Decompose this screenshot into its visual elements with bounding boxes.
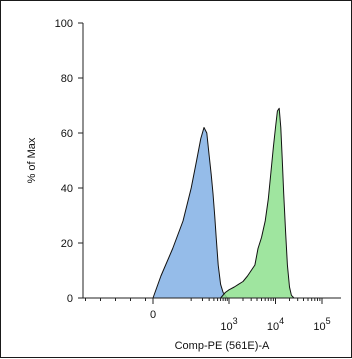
x-tick-label-10000: 104 [267,316,284,333]
y-tick-label-80: 80 [61,73,73,85]
series-1-area [152,127,230,299]
y-axis-title: % of Max [26,137,38,183]
x-axis-title: Comp-PE (561E)-A [175,340,270,352]
x-tick-label-0: 0 [150,309,156,321]
x-tick-label-100000: 105 [313,316,330,333]
ticks-layer: 0 20 40 60 80 100 0 103 104 105 [55,18,331,333]
y-tick-label-60: 60 [61,128,73,140]
y-tick-label-20: 20 [61,238,73,250]
series-layer [152,107,295,299]
y-tick-label-100: 100 [55,18,73,30]
y-tick-label-0: 0 [67,293,73,305]
y-tick-label-40: 40 [61,183,73,195]
x-tick-label-1000: 103 [220,316,237,333]
series-2-area [220,107,295,299]
